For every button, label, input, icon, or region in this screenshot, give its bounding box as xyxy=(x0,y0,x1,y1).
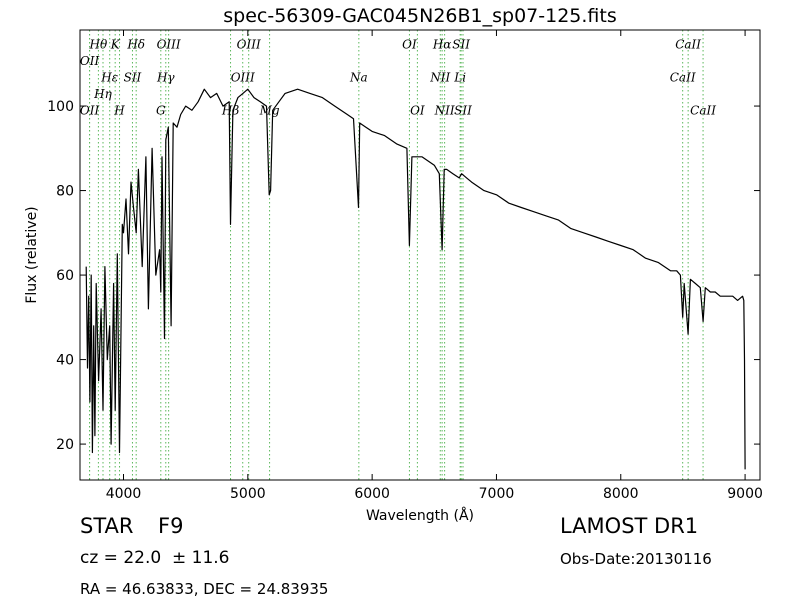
line-label: NII xyxy=(429,71,450,85)
x-tick-label: 9000 xyxy=(727,486,763,502)
line-label: SII xyxy=(454,104,472,118)
survey-name: LAMOST DR1 xyxy=(560,514,699,538)
line-label: OIII xyxy=(237,38,261,52)
y-tick-label: 100 xyxy=(47,99,74,115)
line-label: CaII xyxy=(670,71,696,85)
line-label: OIII xyxy=(157,38,181,52)
line-label: OII xyxy=(80,54,100,68)
y-axis-label: Flux (relative) xyxy=(24,206,40,303)
line-label: CaII xyxy=(690,104,716,118)
redshift-text: cz = 22.0 ± 11.6 xyxy=(80,548,230,568)
y-tick-label: 40 xyxy=(56,353,74,369)
y-tick-label: 80 xyxy=(56,184,74,200)
x-tick-label: 5000 xyxy=(230,486,266,502)
spectrum-line xyxy=(85,88,746,470)
coordinates: RA = 46.63833, DEC = 24.83935 xyxy=(80,580,329,598)
line-label: K xyxy=(110,38,121,52)
line-label: Na xyxy=(349,71,368,85)
line-label: G xyxy=(156,104,166,118)
line-label: NII xyxy=(434,104,455,118)
line-label: SII xyxy=(452,38,470,52)
x-axis-label: Wavelength (Å) xyxy=(366,507,474,524)
line-label: H xyxy=(113,104,125,118)
line-label: Mg xyxy=(259,104,280,118)
x-tick-label: 8000 xyxy=(603,486,639,502)
line-label: Hθ xyxy=(89,38,108,52)
chart-title: spec-56309-GAC045N26B1_sp07-125.fits xyxy=(223,5,617,27)
y-tick-label: 20 xyxy=(56,437,74,453)
line-label: Li xyxy=(453,71,466,85)
line-label: Hγ xyxy=(156,71,175,85)
line-label: OIII xyxy=(231,71,255,85)
line-label: SII xyxy=(124,71,142,85)
x-tick-label: 7000 xyxy=(479,486,515,502)
object-subclass: F9 xyxy=(158,514,184,538)
x-tick-label: 4000 xyxy=(106,486,142,502)
line-label: Hε xyxy=(100,71,118,85)
line-label: CaII xyxy=(675,38,701,52)
line-label: Hη xyxy=(93,87,112,101)
object-class: STAR xyxy=(80,514,134,538)
y-tick-label: 60 xyxy=(56,268,74,284)
line-label: OII xyxy=(80,104,100,118)
plot-frame xyxy=(79,29,761,481)
line-label: Hα xyxy=(432,38,452,52)
x-tick-label: 6000 xyxy=(354,486,390,502)
line-label: Hβ xyxy=(221,104,239,118)
obs-date: Obs-Date:20130116 xyxy=(560,550,712,568)
line-label: OI xyxy=(410,104,425,118)
line-label: OI xyxy=(402,38,417,52)
line-label: Hδ xyxy=(126,38,145,52)
